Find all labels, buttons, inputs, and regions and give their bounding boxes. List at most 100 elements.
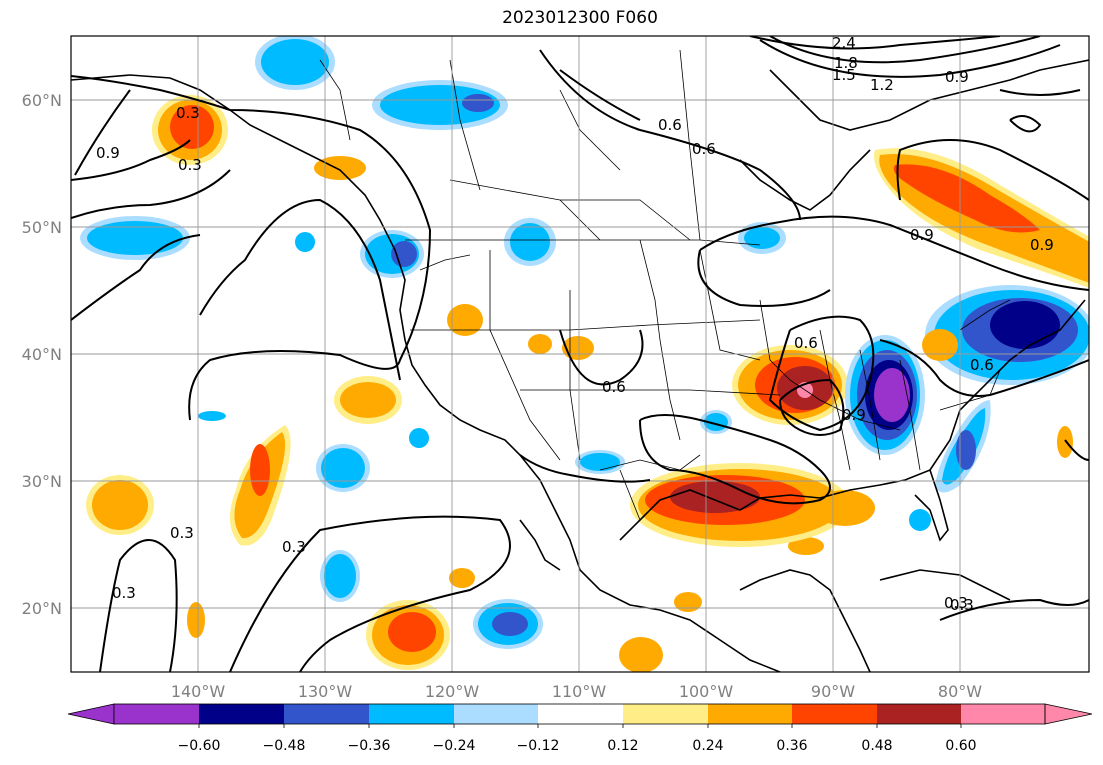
lon-label-110w: 110°W xyxy=(552,682,607,701)
shade-region xyxy=(788,537,824,555)
contour-lines xyxy=(71,36,1089,672)
contour-label: 0.3 xyxy=(282,538,306,556)
shade-region xyxy=(670,481,760,513)
colorbar-swatch xyxy=(454,704,538,724)
contour-label: 1.8 xyxy=(834,54,858,72)
shade-region xyxy=(340,382,396,418)
contour-label: 0.6 xyxy=(602,378,626,396)
shade-region xyxy=(388,612,436,652)
gridlines xyxy=(71,36,1089,672)
colorbar-tick-label: −0.12 xyxy=(517,738,560,754)
colorbar-swatch xyxy=(284,704,369,724)
shade-region xyxy=(198,411,226,421)
shade-region xyxy=(314,156,366,180)
shade-region xyxy=(528,334,552,354)
lat-label-60n: 60°N xyxy=(22,91,62,110)
map-title: 2023012300 F060 xyxy=(502,8,658,28)
contour-label-group: 2.4 1.8 1.5 1.2 0.9 0.6 0.3 0.9 0.3 0.6 … xyxy=(96,34,1054,614)
contour-label: 0.6 xyxy=(658,116,682,134)
shaded-fields xyxy=(80,36,1089,672)
lat-label-30n: 30°N xyxy=(22,472,62,491)
coastlines xyxy=(71,59,1089,672)
shade-region xyxy=(250,444,270,496)
contour-label: 1.2 xyxy=(870,76,894,94)
shade-region xyxy=(324,554,356,598)
shade-region xyxy=(92,480,148,530)
shade-region xyxy=(874,368,910,422)
contour-label: 0.3 xyxy=(944,594,968,612)
shade-region xyxy=(510,223,550,261)
map-frame xyxy=(70,35,1090,673)
contour-label: 2.4 xyxy=(832,34,856,52)
shade-region xyxy=(462,94,494,112)
colorbar-extend-high xyxy=(1044,703,1093,725)
contour-label: 0.3 xyxy=(170,524,194,542)
shade-region xyxy=(449,568,475,588)
lat-label-50n: 50°N xyxy=(22,218,62,237)
colorbar-tick-label: 0.12 xyxy=(607,738,638,754)
shade-region xyxy=(321,448,365,488)
shade-region xyxy=(619,637,663,672)
colorbar-swatch xyxy=(877,704,961,724)
colorbar-swatch xyxy=(792,704,877,724)
lat-label-40n: 40°N xyxy=(22,345,62,364)
colorbar-frame xyxy=(113,703,1046,725)
shade-region xyxy=(744,227,780,249)
colorbar-swatch xyxy=(708,704,792,724)
contour-label: 0.6 xyxy=(692,140,716,158)
colorbar-tick-label: 0.36 xyxy=(776,738,807,754)
shade-region xyxy=(447,304,483,336)
shade-region xyxy=(170,105,214,149)
colorbar-swatch xyxy=(114,704,199,724)
lon-label-100w: 100°W xyxy=(679,682,734,701)
colorbar-tick-label: −0.60 xyxy=(178,738,221,754)
shade-region xyxy=(674,592,702,612)
borders xyxy=(319,49,1011,521)
contour-label: 0.6 xyxy=(794,334,818,352)
colorbar-tick-label: −0.48 xyxy=(263,738,306,754)
colorbar-extend-low xyxy=(67,703,115,725)
shade-region xyxy=(295,232,315,252)
contour-label: 0.9 xyxy=(96,144,120,162)
shade-region xyxy=(815,490,875,526)
colorbar-tick-label: −0.24 xyxy=(433,738,476,754)
shade-region xyxy=(261,39,329,85)
contour-label: 0.9 xyxy=(945,68,969,86)
contour-label: 0.9 xyxy=(1030,236,1054,254)
contour-label: 1.5 xyxy=(832,66,856,84)
shade-region xyxy=(990,301,1060,349)
shade-region xyxy=(391,241,417,267)
colorbar-swatch xyxy=(538,704,623,724)
shade-region xyxy=(580,453,620,471)
colorbar-swatch xyxy=(623,704,708,724)
lat-label-20n: 20°N xyxy=(22,599,62,618)
contour-label: 0.9 xyxy=(910,226,934,244)
colorbar-swatch xyxy=(961,704,1045,724)
shade-region xyxy=(187,602,205,638)
shade-region xyxy=(922,329,958,361)
lon-label-130w: 130°W xyxy=(298,682,353,701)
contour-label: 0.3 xyxy=(176,104,200,122)
shade-region xyxy=(1057,426,1073,458)
shade-region xyxy=(409,428,429,448)
contour-label: 0.6 xyxy=(970,356,994,374)
shade-region xyxy=(492,612,528,636)
colorbar-tick-label: 0.24 xyxy=(692,738,723,754)
colorbar-swatch xyxy=(199,704,284,724)
shade-region xyxy=(893,164,1040,233)
lon-label-120w: 120°W xyxy=(425,682,480,701)
lon-label-140w: 140°W xyxy=(171,682,226,701)
lon-label-80w: 80°W xyxy=(938,682,982,701)
colorbar: −0.60 −0.48 −0.36 −0.24 −0.12 0.12 0.24 … xyxy=(67,703,1093,754)
colorbar-tick-label: −0.36 xyxy=(348,738,391,754)
lon-label-90w: 90°W xyxy=(811,682,855,701)
contour-label: 0.3 xyxy=(112,584,136,602)
contour-label: 0.3 xyxy=(178,156,202,174)
shade-region xyxy=(909,509,931,531)
shade-region xyxy=(380,85,500,125)
shade-region xyxy=(956,430,976,470)
contour-label: 0.3 xyxy=(950,596,974,614)
colorbar-swatch xyxy=(369,704,454,724)
contour-label: 0.9 xyxy=(842,406,866,424)
